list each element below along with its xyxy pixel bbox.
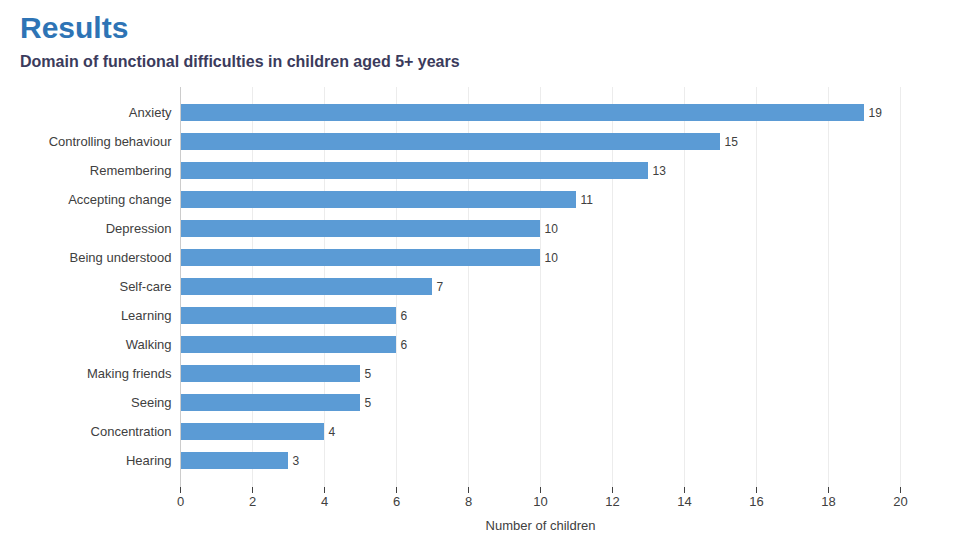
svg-text:10: 10 [533, 494, 547, 509]
svg-text:Remembering: Remembering [90, 163, 172, 178]
svg-text:Walking: Walking [126, 337, 172, 352]
svg-text:20: 20 [893, 494, 907, 509]
svg-text:Controlling behaviour: Controlling behaviour [49, 134, 173, 149]
svg-text:15: 15 [725, 135, 739, 149]
svg-text:19: 19 [869, 106, 883, 120]
svg-text:Being understood: Being understood [70, 250, 172, 265]
svg-text:16: 16 [749, 494, 763, 509]
svg-text:Accepting change: Accepting change [68, 192, 171, 207]
svg-text:12: 12 [605, 494, 619, 509]
svg-text:10: 10 [545, 251, 559, 265]
svg-text:Self-care: Self-care [119, 279, 171, 294]
svg-text:10: 10 [545, 222, 559, 236]
svg-text:Anxiety: Anxiety [129, 105, 172, 120]
svg-text:Learning: Learning [121, 308, 172, 323]
svg-text:11: 11 [581, 193, 594, 207]
svg-text:Seeing: Seeing [131, 395, 171, 410]
svg-text:7: 7 [437, 280, 444, 294]
svg-text:4: 4 [321, 494, 328, 509]
svg-text:6: 6 [393, 494, 400, 509]
svg-text:5: 5 [365, 396, 372, 410]
html-text:Results: Results [20, 11, 129, 44]
svg-text:Hearing: Hearing [126, 453, 172, 468]
svg-text:2: 2 [249, 494, 256, 509]
svg-text:Number of children: Number of children [486, 518, 596, 533]
svg-text:5: 5 [365, 367, 372, 381]
svg-text:Depression: Depression [106, 221, 172, 236]
svg-text:0: 0 [177, 494, 184, 509]
svg-text:18: 18 [821, 494, 835, 509]
svg-text:6: 6 [401, 338, 408, 352]
svg-text:8: 8 [465, 494, 472, 509]
svg-text:13: 13 [653, 164, 667, 178]
svg-text:3: 3 [293, 454, 300, 468]
svg-text:4: 4 [329, 425, 336, 439]
svg-text:Concentration: Concentration [91, 424, 172, 439]
html-text:Domain of functional difficult: Domain of functional difficulties in chi… [20, 53, 460, 70]
svg-text:6: 6 [401, 309, 408, 323]
svg-text:Making friends: Making friends [87, 366, 172, 381]
svg-text:14: 14 [677, 494, 691, 509]
